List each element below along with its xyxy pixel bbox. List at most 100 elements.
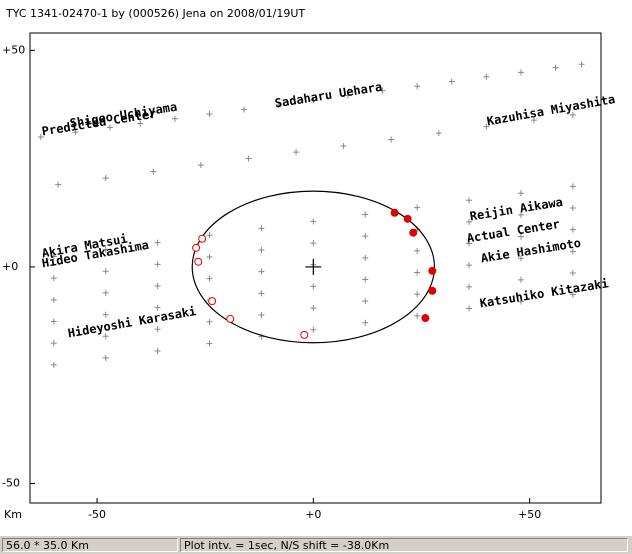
track-point <box>362 211 369 218</box>
track-point <box>50 253 57 260</box>
track-point <box>258 247 265 254</box>
track-point <box>517 211 524 218</box>
track-point <box>310 240 317 247</box>
track-point <box>388 136 395 143</box>
x-unit: Km <box>4 508 22 521</box>
track-point <box>310 305 317 312</box>
track-point <box>517 233 524 240</box>
track-point <box>466 240 473 247</box>
track-point <box>517 276 524 283</box>
track-point <box>362 319 369 326</box>
disappear-point <box>300 330 309 339</box>
track-point <box>414 204 421 211</box>
track-point <box>552 64 559 71</box>
track-point <box>569 269 576 276</box>
track-point <box>206 253 213 260</box>
status-size: 56.0 * 35.0 Km <box>2 538 178 552</box>
observer-label: Kazuhisa Miyashita <box>486 92 617 128</box>
track-point <box>102 333 109 340</box>
track-point <box>362 233 369 240</box>
track-point <box>50 275 57 282</box>
y-tick-label: +0 <box>2 260 18 273</box>
track-point <box>483 73 490 80</box>
x-tick-label: +0 <box>305 508 321 521</box>
track-point <box>137 120 144 127</box>
track-point <box>466 305 473 312</box>
reappear-point <box>409 228 418 237</box>
track-point <box>50 340 57 347</box>
reappear-point <box>428 286 437 295</box>
observer-label: Sadaharu Uehara <box>274 80 383 111</box>
x-tick-label: +50 <box>518 508 541 521</box>
track-point <box>206 318 213 325</box>
plot-frame <box>29 32 602 504</box>
track-point <box>530 117 537 124</box>
track-point <box>362 298 369 305</box>
track-point <box>340 143 347 150</box>
disappear-point <box>194 257 203 266</box>
status-bar: 56.0 * 35.0 Km Plot intv. = 1sec, N/S sh… <box>0 536 632 554</box>
track-point <box>414 247 421 254</box>
disappear-point <box>208 297 217 306</box>
track-point <box>258 290 265 297</box>
track-point <box>241 106 248 113</box>
track-point <box>258 312 265 318</box>
track-point <box>578 61 585 68</box>
track-point <box>275 101 282 108</box>
track-point <box>379 87 386 94</box>
track-point <box>37 133 44 140</box>
track-point <box>206 111 213 118</box>
track-point <box>102 175 109 182</box>
track-point <box>50 318 57 325</box>
track-point <box>258 268 265 275</box>
chart-title: TYC 1341-02470-1 by (000526) Jena on 200… <box>5 7 305 20</box>
track-point <box>569 291 576 298</box>
track-point <box>569 183 576 190</box>
observer-label: Hideyoshi Karasaki <box>67 304 198 340</box>
observer-label: Katsuhiko Kitazaki <box>479 276 610 310</box>
track-point <box>517 69 524 76</box>
track-point <box>310 326 317 333</box>
track-point <box>154 304 161 311</box>
track-point <box>466 197 473 204</box>
track-point <box>154 326 161 333</box>
track-point <box>569 111 576 118</box>
track-point <box>258 333 265 340</box>
track-point <box>50 296 57 303</box>
y-tick-label: -50 <box>2 477 20 490</box>
track-point <box>569 226 576 233</box>
reappear-point <box>390 208 399 217</box>
track-point <box>310 97 317 104</box>
track-point <box>171 115 178 122</box>
reappear-point <box>421 314 430 323</box>
track-point <box>569 248 576 255</box>
track-point <box>414 269 421 276</box>
track-point <box>517 298 524 305</box>
reappear-point <box>428 266 437 275</box>
disappear-point <box>198 234 207 243</box>
track-point <box>197 162 204 169</box>
track-point <box>107 124 114 131</box>
track-point <box>154 282 161 289</box>
track-point <box>258 225 265 232</box>
track-point <box>55 181 62 188</box>
track-point <box>154 261 161 268</box>
y-tick-label: +50 <box>2 43 25 56</box>
track-point <box>310 218 317 225</box>
disappear-point <box>226 314 235 323</box>
track-point <box>102 354 109 361</box>
track-point <box>435 130 442 137</box>
asteroid-outline <box>191 190 436 344</box>
track-point <box>569 205 576 212</box>
track-point <box>102 268 109 275</box>
track-point <box>310 283 317 290</box>
track-point <box>466 218 473 225</box>
track-point <box>517 190 524 197</box>
track-point <box>102 289 109 296</box>
track-point <box>154 239 161 246</box>
track-point <box>448 78 455 85</box>
disappear-point <box>192 243 201 252</box>
track-point <box>293 149 300 156</box>
x-tick-label: -50 <box>88 508 106 521</box>
track-point <box>362 254 369 261</box>
